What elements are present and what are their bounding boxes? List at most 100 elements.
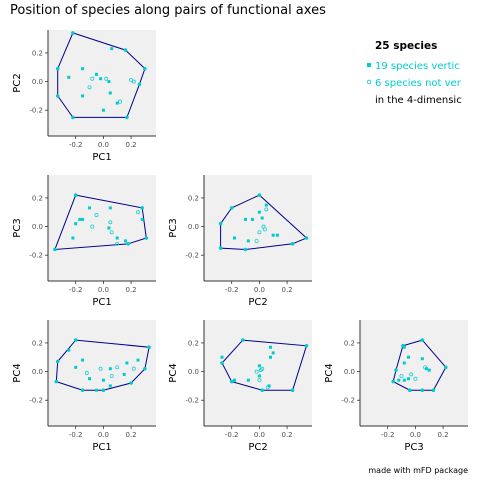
- x-tick-label: 0.0: [410, 431, 421, 439]
- y-tick-label: 0.0: [344, 368, 355, 376]
- species-point-vertex: [257, 210, 261, 214]
- species-point-non-vertex: [84, 371, 89, 375]
- species-point-vertex: [115, 101, 119, 105]
- species-point-vertex: [275, 233, 279, 237]
- panel-pc1-pc3: -0.2 0.0 0.2 0.2 0.0 -0.2 PC1 PC3: [12, 175, 156, 308]
- hull-vertex-point: [123, 48, 128, 52]
- species-point-vertex: [95, 388, 98, 392]
- species-point-non-vertex: [115, 365, 120, 370]
- species-point-vertex: [81, 358, 85, 362]
- hull-vertex-point: [290, 388, 295, 393]
- species-point-non-vertex: [136, 210, 140, 215]
- x-axis-label: PC1: [92, 152, 111, 163]
- species-point-non-vertex: [264, 207, 269, 212]
- species-point-vertex: [108, 206, 112, 210]
- hull-vertex-point: [229, 206, 234, 210]
- panel-background: [204, 175, 312, 281]
- hull-vertex-point: [137, 82, 142, 87]
- y-tick-label: -0.2: [185, 252, 199, 260]
- y-tick-label: -0.2: [29, 397, 43, 405]
- species-point-vertex: [397, 378, 401, 382]
- x-tick-label: 0.2: [126, 286, 137, 294]
- x-tick-label: -0.2: [69, 431, 83, 439]
- species-point-vertex: [407, 377, 410, 381]
- x-axis-label: PC3: [404, 442, 423, 453]
- species-point-vertex: [267, 384, 271, 388]
- panel-background: [360, 320, 468, 426]
- hull-vertex-point: [143, 366, 147, 371]
- convex-hull: [54, 194, 147, 251]
- legend-title: 25 species: [375, 40, 437, 52]
- x-tick-label: -0.2: [225, 286, 239, 294]
- legend-item-vertices: 19 species vertic: [375, 61, 460, 72]
- x-tick-label: 0.2: [126, 431, 137, 439]
- species-point-non-vertex: [118, 99, 122, 104]
- species-point-vertex: [271, 233, 275, 237]
- panels: -0.2 0.0 0.2 0.2 0.0 -0.2 PC1 PC2 -0.2 0.0 0.2 0.2 0…: [12, 30, 468, 453]
- x-tick-label: 0.0: [98, 141, 109, 149]
- x-axis-label: PC2: [248, 442, 267, 453]
- species-point-non-vertex: [258, 368, 263, 373]
- legend-item-dimension-note: in the 4-dimensic: [375, 95, 462, 106]
- species-point-non-vertex: [90, 76, 95, 81]
- x-tick-label: -0.2: [225, 431, 239, 439]
- legend-item-non-vertices: 6 species not ver: [375, 78, 462, 89]
- hull-vertex-point: [129, 381, 133, 385]
- x-tick-label: 0.2: [282, 431, 293, 439]
- hull-vertex-point: [73, 338, 78, 342]
- y-tick-label: 0.2: [32, 49, 43, 57]
- hull-vertex-point: [55, 359, 60, 364]
- panel-pc3-pc4: -0.2 0.0 0.2 0.2 0.0 -0.2 PC3 PC4: [324, 320, 468, 453]
- species-point-vertex: [257, 364, 261, 368]
- y-tick-label: 0.2: [32, 339, 43, 347]
- species-point-vertex: [81, 217, 85, 221]
- y-axis-label: PC4: [324, 363, 335, 382]
- hull-vertex-point: [55, 66, 60, 71]
- species-point-vertex: [108, 91, 112, 95]
- hull-vertex-point: [126, 242, 131, 246]
- hull-vertex-point: [218, 221, 223, 226]
- species-point-non-vertex: [90, 224, 95, 229]
- hull-vertex-point: [218, 246, 223, 250]
- panel-pc1-pc2: -0.2 0.0 0.2 0.2 0.0 -0.2 PC1 PC2: [12, 30, 156, 163]
- species-point-vertex: [244, 217, 247, 221]
- panel-pc1-pc4: -0.2 0.0 0.2 0.2 0.0 -0.2 PC1 PC4: [12, 320, 156, 453]
- species-point-vertex: [246, 378, 250, 382]
- species-point-vertex: [257, 374, 261, 378]
- species-point-non-vertex: [108, 220, 113, 225]
- species-point-vertex: [269, 355, 272, 359]
- species-point-vertex: [124, 239, 127, 243]
- hull-vertex-point: [391, 379, 396, 384]
- species-point-vertex: [136, 358, 140, 362]
- species-point-vertex: [402, 345, 406, 349]
- y-tick-label: 0.0: [32, 368, 43, 376]
- hull-vertex-point: [408, 388, 412, 393]
- species-point-non-vertex: [131, 366, 136, 371]
- panel-background: [204, 320, 312, 426]
- species-point-non-vertex: [131, 79, 136, 84]
- hull-vertex-point: [304, 344, 309, 348]
- hull-vertex-point: [229, 379, 234, 384]
- hull-vertex-point: [140, 206, 144, 210]
- y-tick-label: 0.0: [32, 223, 43, 231]
- hull-vertex-point: [420, 338, 425, 342]
- panel-background: [48, 30, 156, 136]
- hull-vertex-point: [143, 66, 147, 71]
- hull-vertex-point: [290, 242, 295, 246]
- x-tick-label: -0.2: [69, 286, 83, 294]
- species-point-non-vertex: [399, 373, 404, 378]
- y-tick-label: -0.2: [29, 107, 43, 115]
- x-tick-label: 0.2: [438, 431, 449, 439]
- hull-vertex-point: [401, 344, 405, 348]
- y-tick-label: 0.2: [188, 339, 199, 347]
- species-point-vertex: [101, 378, 105, 382]
- hull-vertex-point: [394, 368, 398, 372]
- y-tick-label: 0.0: [188, 368, 199, 376]
- y-tick-label: 0.2: [188, 194, 199, 202]
- species-point-vertex: [78, 217, 82, 221]
- hull-vertex-point: [257, 193, 262, 197]
- species-point-non-vertex: [98, 366, 103, 371]
- hull-vertex-point: [241, 338, 245, 342]
- species-point-vertex: [67, 348, 71, 352]
